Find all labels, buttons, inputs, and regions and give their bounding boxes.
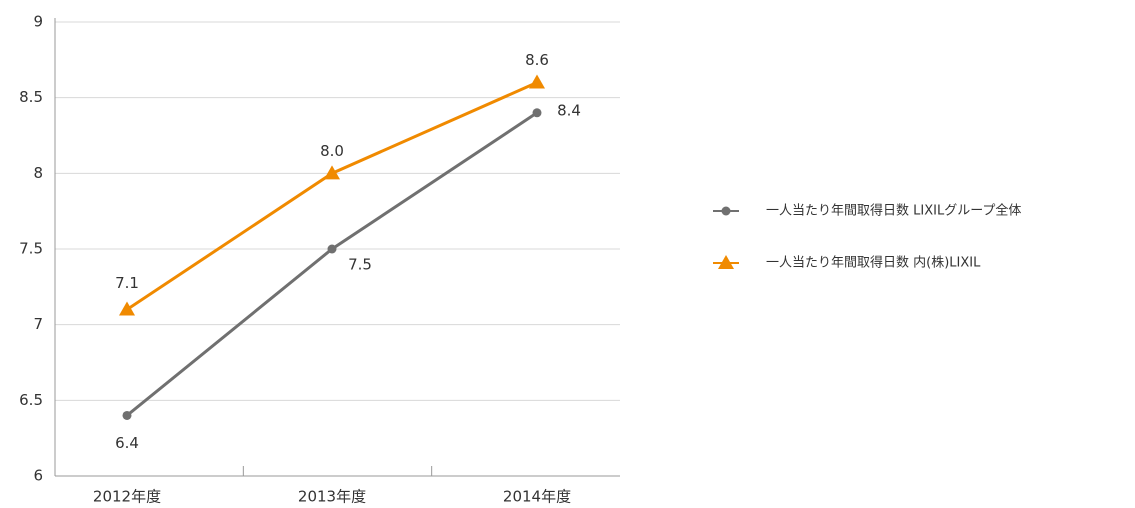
- data-label: 8.6: [525, 51, 549, 69]
- y-tick-label: 8: [33, 164, 43, 182]
- y-tick-label: 8.5: [19, 88, 43, 106]
- y-tick-label: 6.5: [19, 391, 43, 409]
- point: [327, 244, 337, 254]
- legend-label: 一人当たり年間取得日数 内(株)LIXIL: [766, 255, 981, 271]
- point: [119, 301, 135, 316]
- data-label: 8.0: [320, 142, 344, 160]
- data-label: 6.4: [115, 434, 139, 452]
- data-label: 7.5: [348, 256, 372, 274]
- legend-marker: [718, 255, 734, 269]
- data-label: 7.1: [115, 274, 139, 292]
- y-tick-label: 7: [33, 315, 43, 333]
- x-tick-label: 2012年度: [93, 488, 161, 506]
- y-tick-label: 9: [33, 13, 43, 31]
- point: [532, 108, 542, 118]
- legend-label: 一人当たり年間取得日数 LIXILグループ全体: [766, 203, 1021, 219]
- x-tick-label: 2013年度: [298, 488, 366, 506]
- point: [122, 410, 132, 420]
- legend-marker: [721, 206, 731, 216]
- data-label: 8.4: [557, 101, 581, 119]
- point: [529, 74, 545, 89]
- y-tick-label: 6: [33, 467, 43, 485]
- point: [324, 165, 340, 180]
- series-line: [126, 81, 538, 311]
- x-tick-label: 2014年度: [503, 488, 571, 506]
- y-tick-label: 7.5: [19, 240, 43, 258]
